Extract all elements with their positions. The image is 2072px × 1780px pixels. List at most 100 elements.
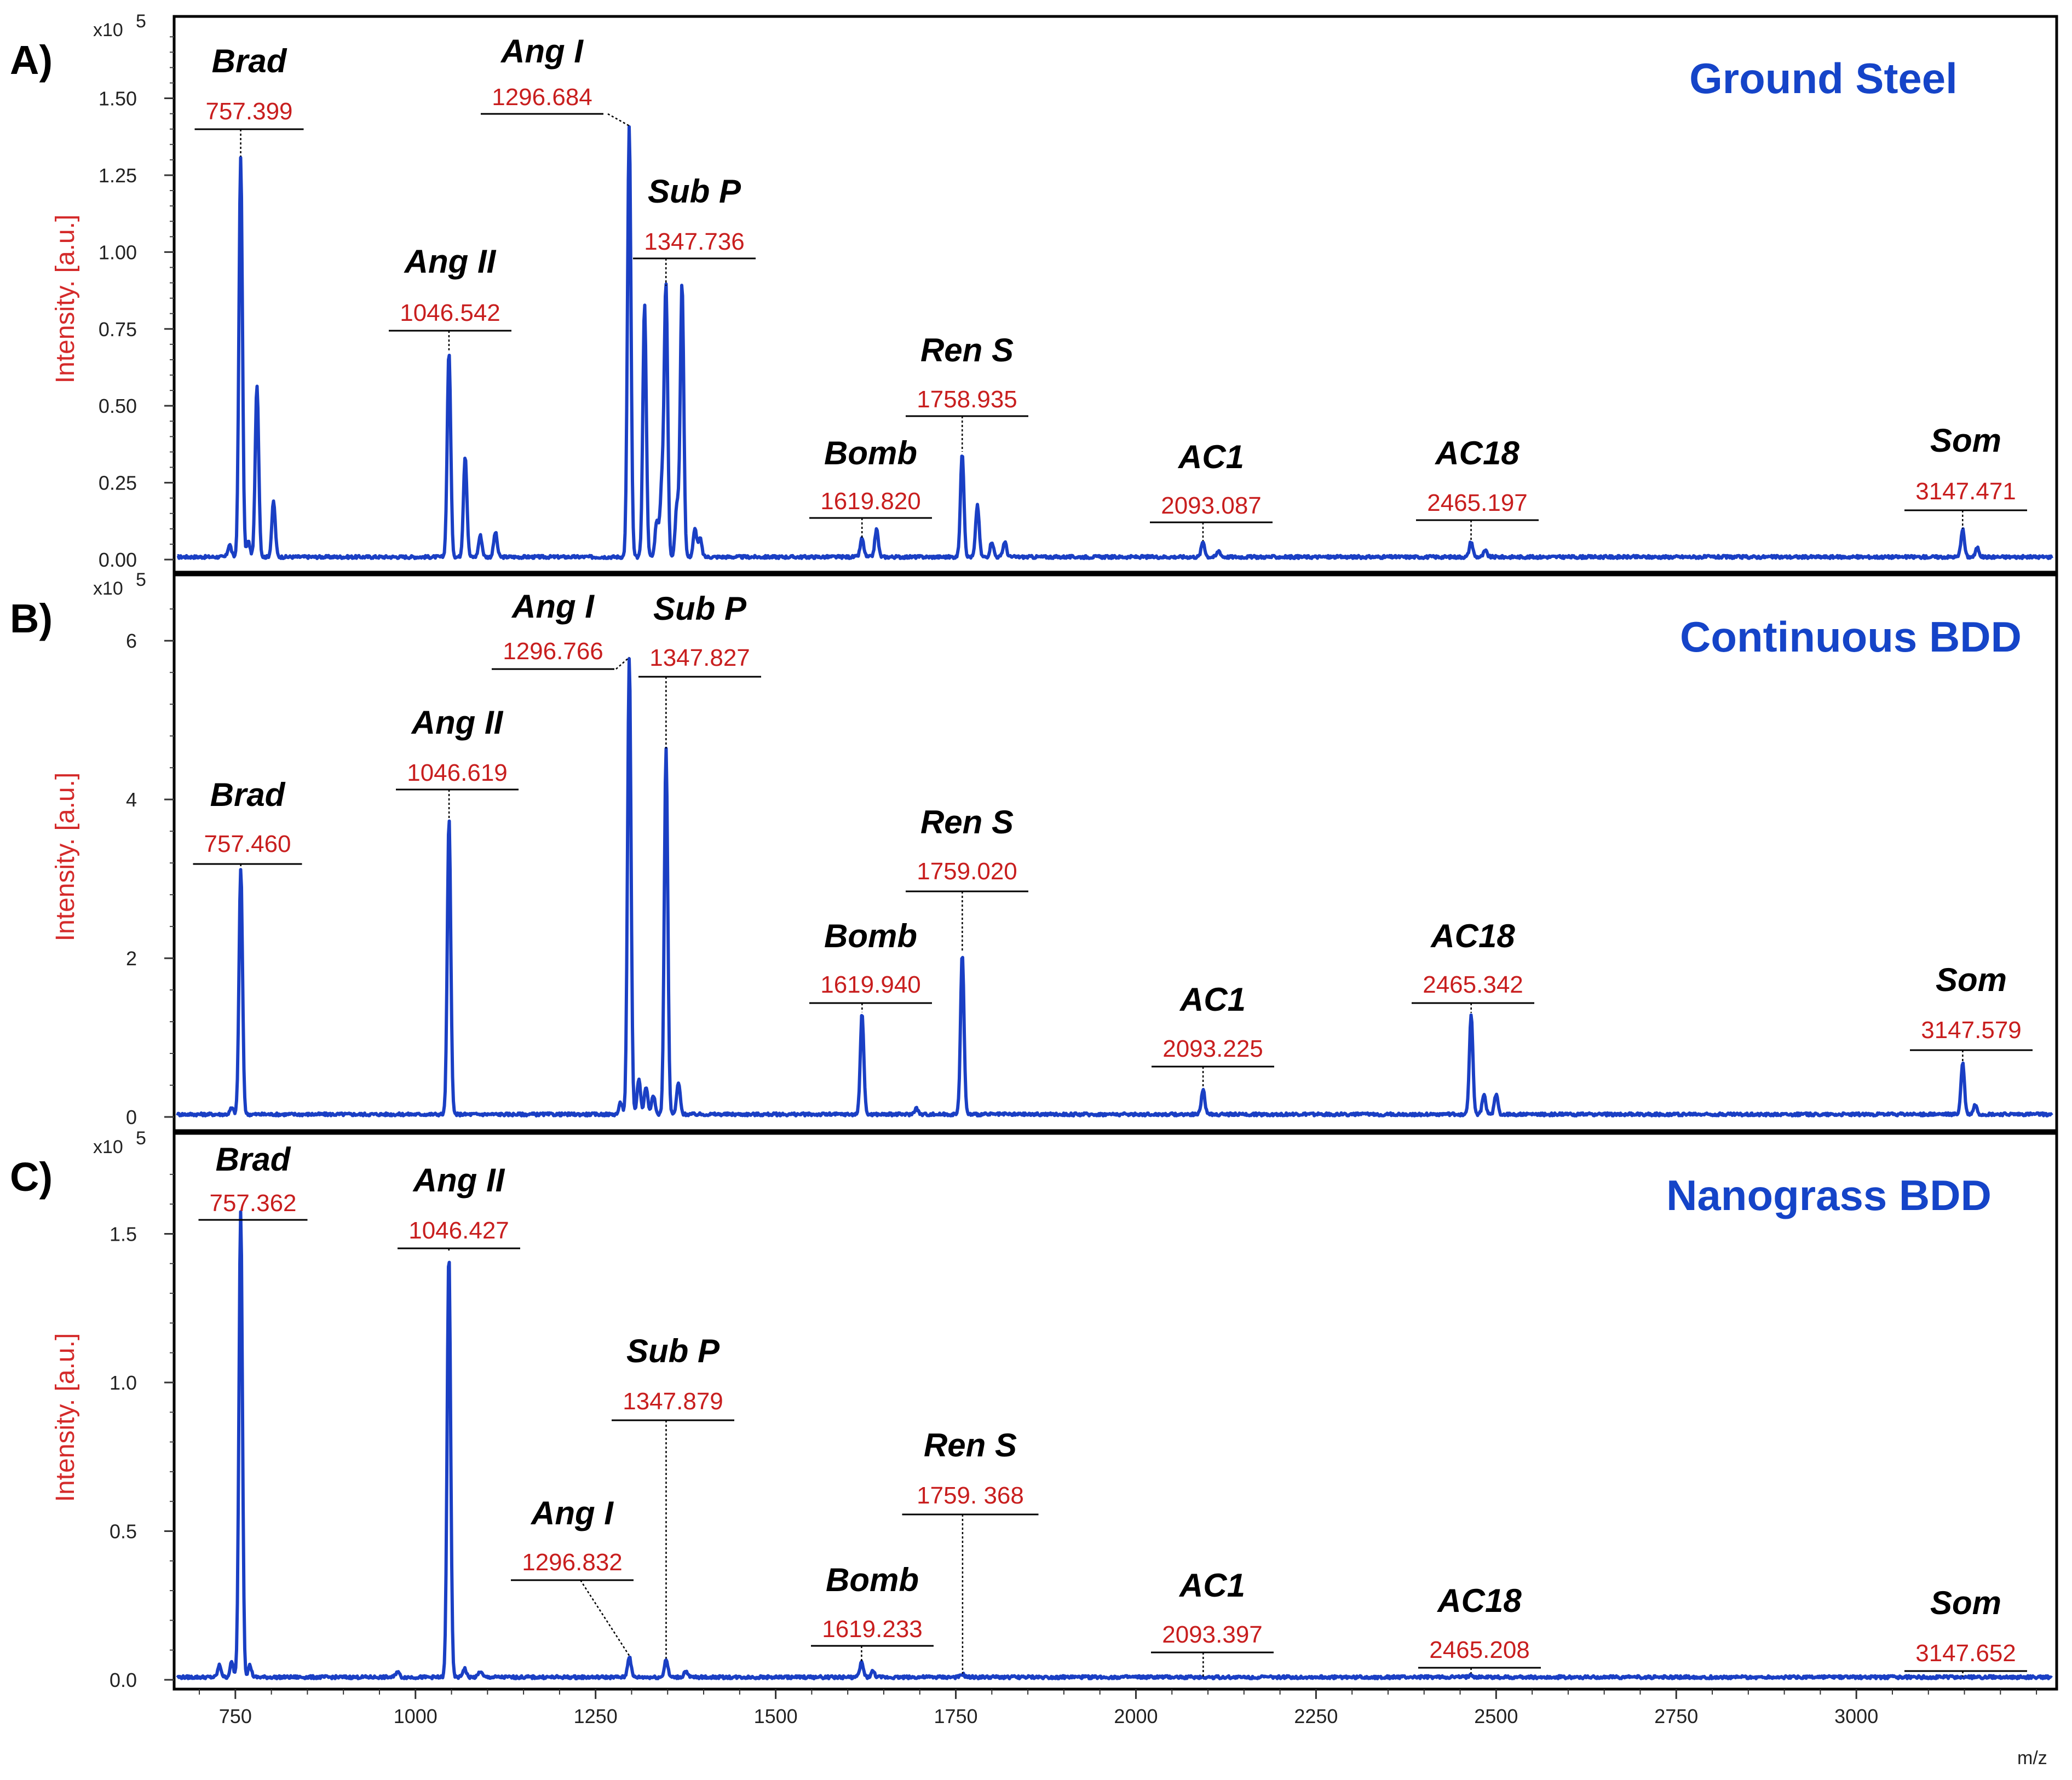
- peak-mz-label: 3147.652: [1915, 1640, 2016, 1667]
- peak-mz-label: 1619.233: [822, 1616, 923, 1643]
- peak-annotation-ang-i: Ang I 1296.766: [492, 588, 630, 670]
- panel-frame: [172, 573, 2058, 1132]
- peak-mz-label: 757.399: [205, 98, 292, 125]
- x-tick-label: 750: [219, 1705, 252, 1727]
- peak-name-label: Sub P: [648, 173, 741, 210]
- panel-title: Continuous BDD: [1680, 613, 2022, 661]
- y-tick-label: 0.0: [110, 1669, 137, 1691]
- y-tick-label: 1.50: [99, 88, 137, 110]
- peak-name-label: Brad: [212, 43, 287, 79]
- x-tick-label: 2000: [1114, 1705, 1158, 1727]
- x-axis-label: m/z: [2017, 1748, 2047, 1769]
- panel-letter: A): [10, 37, 53, 83]
- peak-annotation-brad: Brad 757.460: [193, 776, 302, 868]
- peak-mz-label: 2465.208: [1429, 1637, 1530, 1663]
- y-tick-label: 0.00: [99, 549, 137, 571]
- peak-name-label: AC18: [1436, 1582, 1522, 1619]
- panel-a: 0.00 0.25 0.50 0.75 1.00 1.25 1.50 x10 5 Intensit…: [10, 11, 2058, 574]
- x-tick-label: 3000: [1834, 1705, 1878, 1727]
- peak-name-label: AC1: [1177, 439, 1244, 475]
- y-tick-label: 1.5: [110, 1223, 137, 1245]
- y-tick-label: 0.5: [110, 1520, 137, 1542]
- peak-annotation-sub-p: Sub P 1347.879: [612, 1333, 734, 1659]
- peak-mz-label: 1296.684: [492, 84, 592, 111]
- y-exponent-label: 5: [136, 1128, 146, 1149]
- peak-name-label: AC1: [1179, 981, 1246, 1018]
- peak-mz-label: 1296.832: [522, 1549, 623, 1576]
- peak-mz-label: 1296.766: [503, 638, 603, 665]
- peak-name-label: Ang I: [511, 588, 595, 625]
- peak-mz-label: 2465.342: [1423, 971, 1523, 998]
- peak-name-label: AC18: [1430, 918, 1515, 954]
- y-tick-label: 0.75: [99, 318, 137, 341]
- peak-annotation-sub-p: Sub P 1347.736: [633, 173, 756, 286]
- peak-annotation-ac1: AC1 2093.397: [1151, 1567, 1274, 1677]
- y-tick-label: 0.25: [99, 472, 137, 494]
- x-tick-label: 1250: [574, 1705, 618, 1727]
- peak-name-label: Ang I: [530, 1495, 614, 1531]
- peak-annotation-bomb: Bomb 1619.233: [811, 1562, 934, 1662]
- peak-mz-label: 2093.087: [1161, 492, 1262, 519]
- peak-annotation-ang-i: Ang I 1296.684: [481, 33, 630, 126]
- peak-name-label: AC18: [1434, 435, 1520, 471]
- x-tick-label: 1000: [394, 1705, 438, 1727]
- peak-mz-label: 1347.879: [623, 1388, 723, 1415]
- peak-mz-label: 757.362: [209, 1190, 296, 1217]
- peak-mz-label: 1347.827: [649, 644, 750, 671]
- peak-name-label: Ren S: [920, 804, 1014, 840]
- peak-mz-label: 3147.579: [1921, 1017, 2022, 1044]
- peak-annotation-ac18: AC18 2465.342: [1412, 918, 1534, 1013]
- peak-name-label: Bomb: [824, 918, 917, 954]
- panel-letter: C): [10, 1154, 53, 1200]
- peak-annotation-ang-i: Ang I 1296.832: [511, 1495, 634, 1656]
- peak-annotation-ren-s: Ren S 1759. 368: [902, 1427, 1039, 1674]
- peak-name-label: Som: [1936, 961, 2007, 998]
- peak-name-label: Som: [1930, 422, 2001, 459]
- peak-annotation-ang-ii: Ang II 1046.619: [396, 704, 519, 819]
- y-multiplier-label: x10: [93, 1137, 123, 1157]
- y-multiplier-label: x10: [93, 20, 123, 41]
- peak-name-label: Sub P: [626, 1333, 720, 1369]
- peak-annotation-ren-s: Ren S 1758.935: [906, 332, 1028, 452]
- y-tick-label: 4: [126, 788, 137, 811]
- peak-annotation-ac1: AC1 2093.225: [1152, 981, 1274, 1088]
- peak-annotation-ang-ii: Ang II 1046.427: [398, 1162, 520, 1252]
- peak-annotation-som: Som 3147.471: [1904, 422, 2027, 529]
- x-axis: 750 1000 1250 1500 1750 2000 2250 2500 2750 3000 m…: [199, 1689, 2047, 1769]
- peak-name-label: Brad: [216, 1141, 291, 1178]
- spectrum-line: [176, 125, 2053, 560]
- peak-mz-label: 1758.935: [917, 386, 1017, 413]
- x-tick-label: 1750: [934, 1705, 977, 1727]
- x-tick-label: 2500: [1474, 1705, 1518, 1727]
- peak-mz-label: 1046.619: [407, 759, 508, 786]
- peak-name-label: Brad: [210, 776, 286, 813]
- peak-annotation-bomb: Bomb 1619.940: [809, 918, 932, 1012]
- peak-name-label: Bomb: [826, 1562, 919, 1598]
- panel-frame: [172, 15, 2058, 574]
- panel-title: Nanograss BDD: [1666, 1171, 1992, 1219]
- y-multiplier-label: x10: [93, 578, 123, 599]
- peak-name-label: Ang II: [412, 1162, 505, 1199]
- y-axis-label: Intensity. [a.u.]: [51, 773, 80, 942]
- peak-mz-label: 1619.940: [820, 971, 921, 998]
- y-tick-label: 6: [126, 630, 137, 652]
- spectrum-line: [176, 657, 2053, 1117]
- y-tick-label: 2: [126, 947, 137, 970]
- spectrum-line: [176, 1210, 2053, 1680]
- peak-annotation-brad: Brad 757.399: [194, 43, 304, 157]
- peak-annotation-brad: Brad 757.362: [198, 1141, 308, 1221]
- peak-name-label: Sub P: [653, 590, 747, 627]
- peak-mz-label: 1046.542: [400, 299, 500, 326]
- y-exponent-label: 5: [136, 11, 146, 32]
- peak-mz-label: 1046.427: [408, 1217, 509, 1244]
- peak-mz-label: 2093.225: [1162, 1035, 1263, 1062]
- peak-mz-label: 757.460: [204, 831, 291, 857]
- peak-mz-label: 2465.197: [1427, 489, 1528, 516]
- peak-mz-label: 1347.736: [644, 228, 745, 255]
- peak-name-label: Som: [1930, 1585, 2001, 1621]
- peak-mz-label: 3147.471: [1915, 478, 2016, 505]
- peak-name-label: Ang II: [404, 243, 497, 280]
